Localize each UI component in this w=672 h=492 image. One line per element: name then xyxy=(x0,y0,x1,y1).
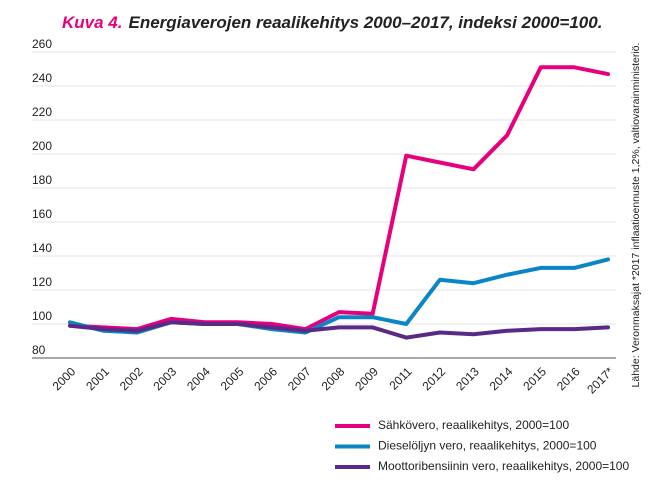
x-tick-label: 2002 xyxy=(117,364,146,393)
y-tick-label: 240 xyxy=(32,71,52,85)
x-tick-label: 2009 xyxy=(352,364,381,393)
x-tick-label: 2000 xyxy=(50,364,79,393)
x-tick-label: 2011 xyxy=(386,364,414,392)
title-text: Energiaverojen reaalikehitys 2000–2017, … xyxy=(128,13,602,32)
y-tick-label: 220 xyxy=(32,105,52,119)
x-tick-label: 2006 xyxy=(251,364,280,393)
x-tick-label: 2016 xyxy=(554,364,583,393)
x-tick-label: 2008 xyxy=(319,364,348,393)
y-tick-label: 80 xyxy=(32,343,46,357)
x-tick-label: 2004 xyxy=(184,364,213,393)
x-tick-label: 2014 xyxy=(487,364,516,393)
legend-label: Moottoribensiinin vero, reaalikehitys, 2… xyxy=(378,459,629,473)
y-tick-label: 200 xyxy=(32,139,52,153)
source-note: Lähde: Veronmaksajat *2017 inflaatioennu… xyxy=(630,43,642,388)
figure-label: Kuva 4. xyxy=(62,13,122,32)
x-tick-label: 2005 xyxy=(218,364,247,393)
chart-title: Kuva 4. Energiaverojen reaalikehitys 2000… xyxy=(62,13,602,32)
y-tick-label: 120 xyxy=(32,275,52,289)
x-tick-label: 2015 xyxy=(520,364,549,393)
y-tick-label: 260 xyxy=(32,37,52,51)
series-line xyxy=(68,320,610,340)
series-line xyxy=(68,65,610,332)
legend-label: Dieselöljyn vero, reaalikehitys, 2000=10… xyxy=(378,439,597,453)
x-tick-label: 2012 xyxy=(419,364,448,393)
x-tick-label: 2013 xyxy=(453,364,482,393)
legend-label: Sähkövero, reaalikehitys, 2000=100 xyxy=(378,418,569,432)
y-tick-label: 140 xyxy=(32,241,52,255)
y-tick-label: 160 xyxy=(32,207,52,221)
series-line xyxy=(68,257,610,335)
y-tick-label: 180 xyxy=(32,173,52,187)
x-tick-label: 2003 xyxy=(150,364,179,393)
x-tick-label: 2007 xyxy=(285,364,314,393)
y-tick-label: 100 xyxy=(32,309,52,323)
x-tick-label: 2001 xyxy=(83,364,112,393)
x-tick-label: 2017* xyxy=(584,364,616,396)
